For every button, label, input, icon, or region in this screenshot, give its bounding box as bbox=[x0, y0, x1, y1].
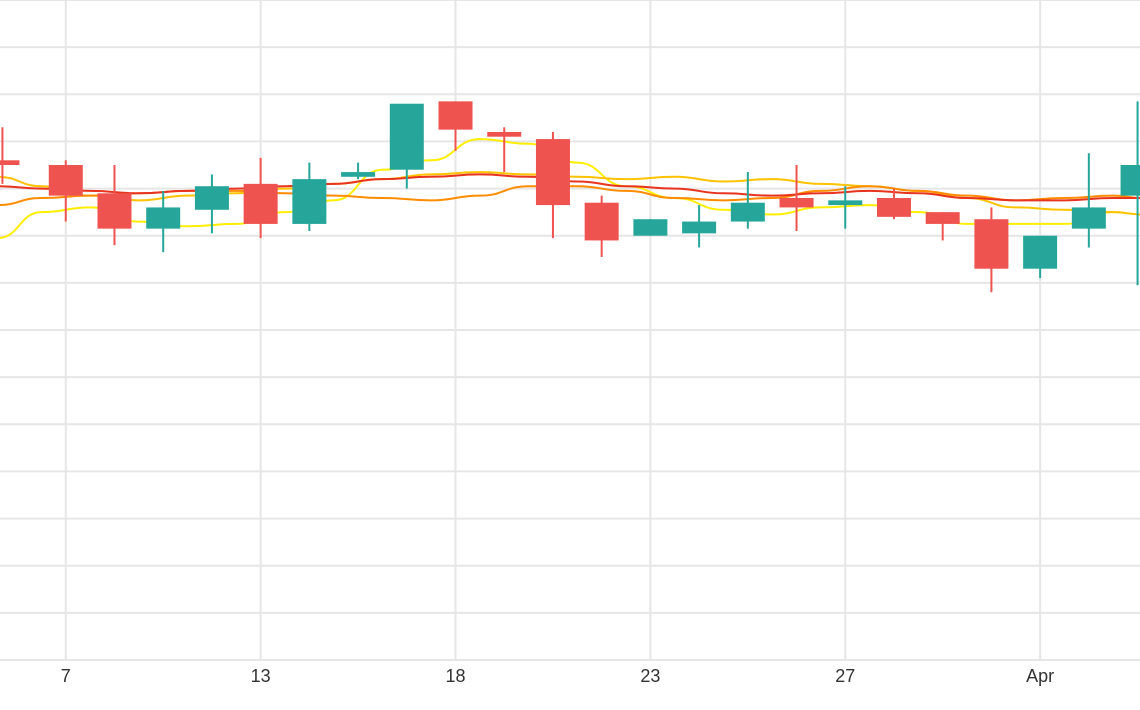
candle-decreasing bbox=[438, 101, 473, 151]
candle-decreasing bbox=[48, 160, 83, 222]
candle-body bbox=[779, 198, 814, 208]
candle-increasing bbox=[633, 219, 668, 236]
candle-body bbox=[389, 103, 424, 170]
candle-increasing bbox=[682, 205, 717, 248]
candle-body bbox=[584, 202, 619, 241]
candle-increasing bbox=[292, 162, 327, 231]
candle-body bbox=[925, 212, 960, 224]
candle-body bbox=[1023, 235, 1058, 269]
candle-increasing bbox=[1120, 101, 1140, 286]
candle-decreasing bbox=[974, 207, 1009, 293]
candle-increasing bbox=[389, 103, 424, 189]
x-axis-tick-labels: 7 13 18 23 27 Apr bbox=[61, 666, 1054, 686]
candle-body bbox=[97, 193, 132, 229]
candle-decreasing bbox=[584, 195, 619, 257]
candle-increasing bbox=[828, 186, 863, 229]
candle-decreasing bbox=[925, 212, 960, 241]
x-tick-label: 27 bbox=[835, 666, 855, 686]
candle-decreasing bbox=[487, 127, 522, 173]
candle-decreasing bbox=[779, 165, 814, 231]
candle-increasing bbox=[1023, 235, 1058, 279]
candle-body bbox=[487, 132, 522, 137]
candle-body bbox=[974, 219, 1009, 269]
candle-body bbox=[535, 139, 570, 206]
moving-average-line-4 bbox=[0, 173, 1140, 202]
candle-body bbox=[1120, 165, 1140, 196]
candle-increasing bbox=[194, 174, 229, 234]
candle-body bbox=[146, 207, 181, 229]
candle-body bbox=[730, 202, 765, 222]
x-tick-label: 18 bbox=[445, 666, 465, 686]
candle-decreasing bbox=[0, 127, 20, 184]
candle-body bbox=[194, 186, 229, 210]
candle-body bbox=[0, 160, 20, 165]
candle-body bbox=[243, 183, 278, 224]
candle-decreasing bbox=[876, 188, 911, 220]
candle-body bbox=[828, 200, 863, 206]
candle-body bbox=[682, 221, 717, 234]
candle-decreasing bbox=[243, 157, 278, 239]
candle-body bbox=[48, 165, 83, 196]
candle-decreasing bbox=[97, 165, 132, 246]
candle-body bbox=[438, 101, 473, 130]
candle-body bbox=[341, 172, 376, 177]
x-tick-label: 13 bbox=[251, 666, 271, 686]
candle-increasing bbox=[341, 162, 376, 180]
x-tick-label: 7 bbox=[61, 666, 71, 686]
candle-increasing bbox=[146, 190, 181, 253]
x-tick-label: 23 bbox=[640, 666, 660, 686]
candle-layer bbox=[0, 101, 1140, 293]
x-tick-label: Apr bbox=[1026, 666, 1054, 686]
candle-body bbox=[633, 219, 668, 236]
candle-body bbox=[1071, 207, 1106, 229]
candle-increasing bbox=[730, 172, 765, 229]
candle-body bbox=[876, 198, 911, 217]
moving-average-line-1 bbox=[0, 138, 1140, 239]
moving-average-layer bbox=[0, 138, 1140, 239]
candle-decreasing bbox=[535, 132, 570, 239]
grid-layer bbox=[0, 0, 1140, 661]
candle-increasing bbox=[1071, 153, 1106, 248]
candle-body bbox=[292, 179, 327, 224]
